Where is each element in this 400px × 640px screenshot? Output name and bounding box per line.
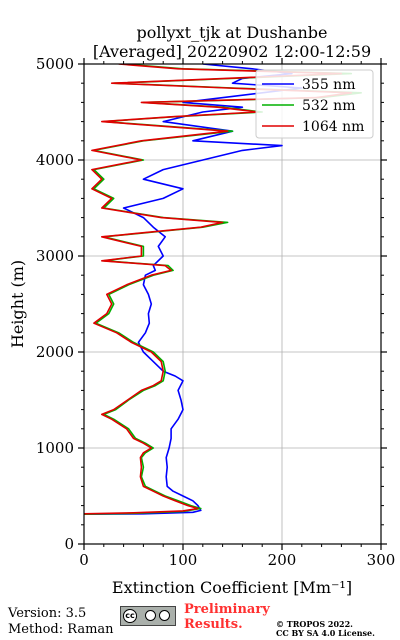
y-tick-label: 3000	[36, 247, 74, 265]
series-line-1064-nm	[84, 64, 353, 515]
y-tick-label: 0	[64, 535, 74, 553]
legend-label: 1064 nm	[302, 119, 364, 135]
x-tick-label: 200	[268, 551, 297, 569]
cc-license-badge: cc	[120, 606, 176, 626]
by-icon	[145, 610, 156, 621]
x-tick-label: 0	[79, 551, 89, 569]
legend-label: 532 nm	[302, 98, 355, 114]
method-text: Method: Raman	[8, 622, 114, 637]
y-tick-label: 4000	[36, 151, 74, 169]
chart-title-line1: pollyxt_tjk at Dushanbe	[136, 23, 327, 42]
copyright-line2: CC BY SA 4.0 License.	[276, 628, 375, 638]
copyright-note: © TROPOS 2022. CC BY SA 4.0 License.	[276, 620, 375, 638]
y-axis-label: Height (m)	[8, 260, 27, 348]
series-line-355-nm	[84, 64, 303, 515]
y-tick-label: 5000	[36, 55, 74, 73]
preliminary-line2: Results.	[184, 617, 243, 632]
copyright-line1: © TROPOS 2022.	[276, 619, 353, 629]
chart-title-line2: [Averaged] 20220902 12:00-12:59	[93, 42, 371, 61]
legend: 355 nm 532 nm 1064 nm	[255, 69, 374, 139]
x-tick-label: 300	[367, 551, 396, 569]
x-axis-label: Extinction Coefficient [Mm⁻¹]	[112, 578, 352, 597]
series-layer	[84, 64, 363, 515]
preliminary-note: Preliminary Results.	[184, 602, 270, 632]
x-tick-label: 100	[169, 551, 198, 569]
sa-icon	[159, 610, 170, 621]
plot-frame	[83, 63, 382, 545]
y-tick-label: 2000	[36, 343, 74, 361]
version-text: Version: 3.5	[8, 606, 87, 621]
preliminary-line1: Preliminary	[184, 602, 270, 617]
legend-label: 355 nm	[302, 77, 355, 93]
y-tick-label: 1000	[36, 439, 74, 457]
legend-box	[255, 69, 374, 139]
cc-icon: cc	[123, 609, 137, 623]
